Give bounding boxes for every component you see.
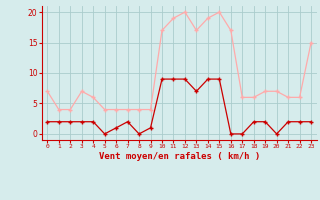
X-axis label: Vent moyen/en rafales ( km/h ): Vent moyen/en rafales ( km/h ) xyxy=(99,152,260,161)
